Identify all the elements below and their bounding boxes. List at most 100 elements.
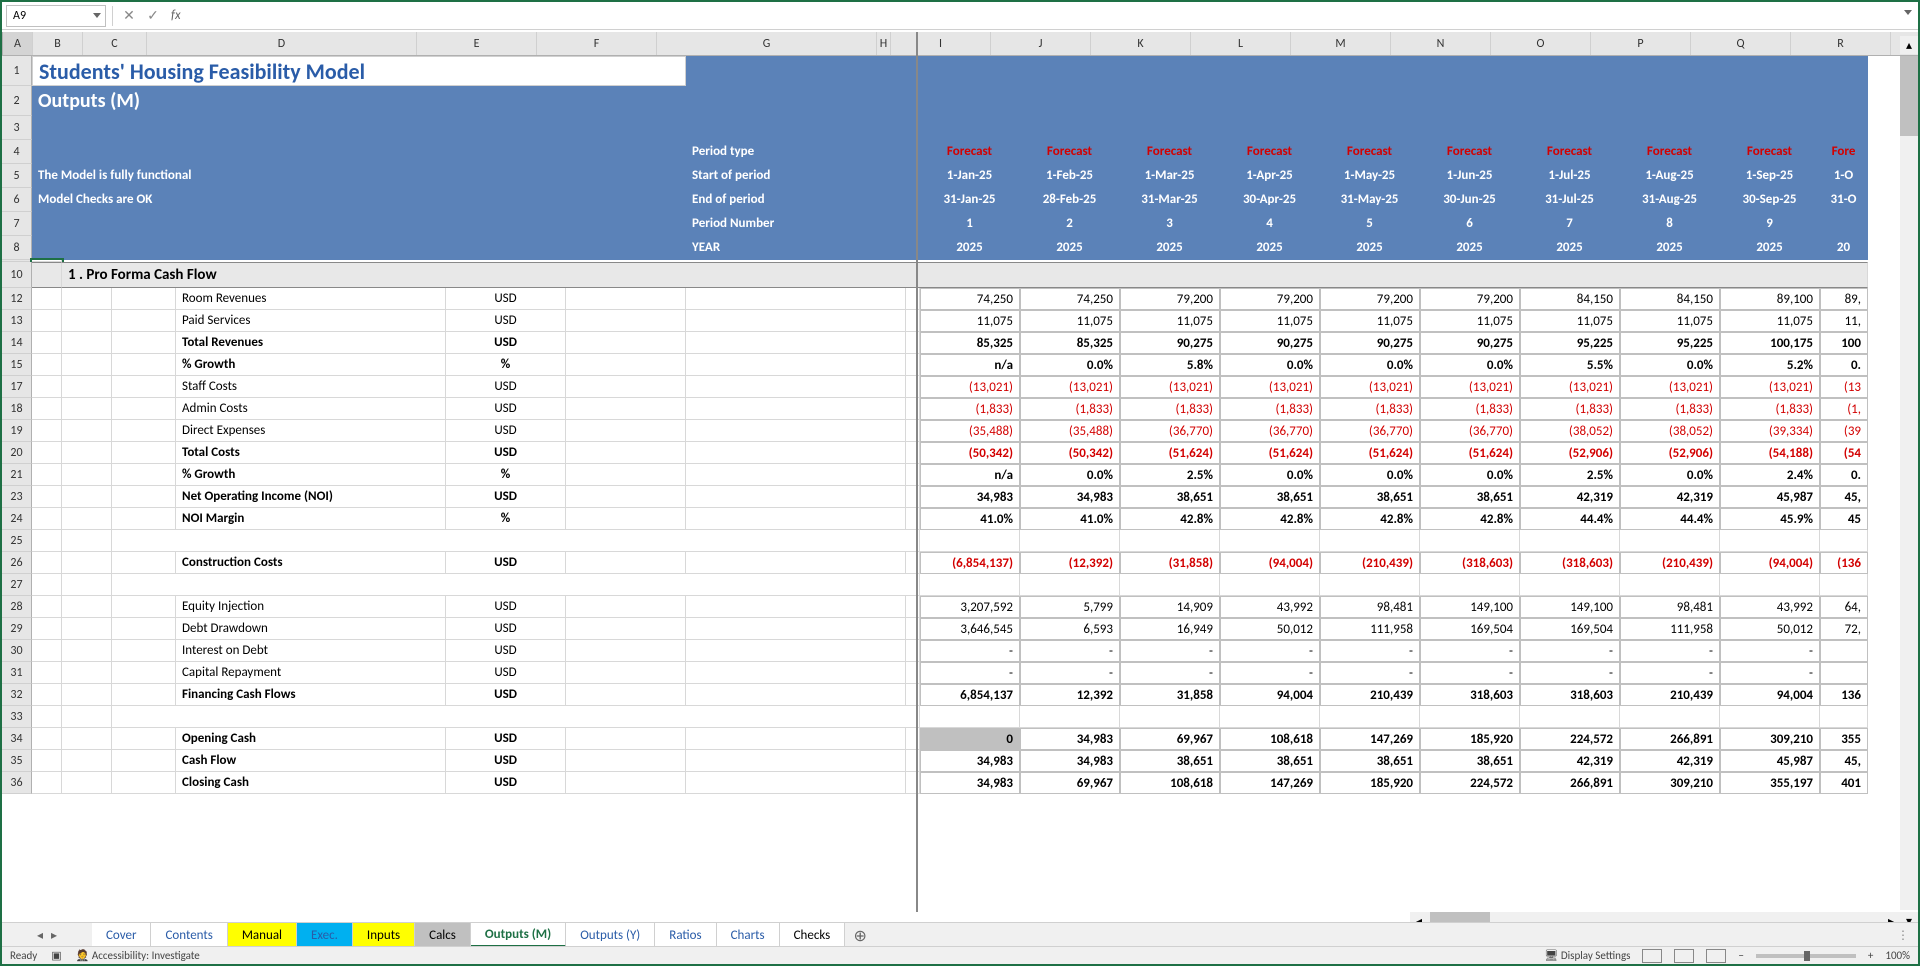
data-value[interactable]: (318,603) bbox=[1420, 552, 1520, 574]
data-value[interactable]: 90,275 bbox=[1120, 332, 1220, 354]
cell[interactable] bbox=[32, 376, 62, 398]
data-value[interactable]: 147,269 bbox=[1320, 728, 1420, 750]
cell[interactable] bbox=[1620, 56, 1720, 86]
cell[interactable] bbox=[1420, 86, 1520, 116]
cell[interactable] bbox=[686, 750, 906, 772]
cell[interactable] bbox=[566, 486, 686, 508]
data-value[interactable]: 95,225 bbox=[1620, 332, 1720, 354]
line-label[interactable]: Direct Expenses bbox=[176, 420, 446, 442]
data-value[interactable]: 11,075 bbox=[920, 310, 1020, 332]
line-label[interactable]: % Growth bbox=[176, 464, 446, 486]
sheet-tab-charts[interactable]: Charts bbox=[717, 923, 780, 948]
cell[interactable] bbox=[1520, 574, 1620, 596]
row-header-6[interactable]: 6 bbox=[2, 188, 32, 212]
data-value[interactable]: (13,021) bbox=[1620, 376, 1720, 398]
data-value[interactable]: (35,488) bbox=[920, 420, 1020, 442]
data-value[interactable]: 6,593 bbox=[1020, 618, 1120, 640]
data-value[interactable]: (36,770) bbox=[1320, 420, 1420, 442]
cell[interactable] bbox=[1720, 86, 1820, 116]
row-header-32[interactable]: 32 bbox=[2, 684, 32, 706]
zoom-slider[interactable] bbox=[1756, 954, 1856, 958]
cell[interactable] bbox=[1020, 574, 1120, 596]
cell[interactable] bbox=[686, 772, 906, 794]
line-unit[interactable]: USD bbox=[446, 332, 566, 354]
row-header-34[interactable]: 34 bbox=[2, 728, 32, 750]
line-unit[interactable]: USD bbox=[446, 640, 566, 662]
data-value[interactable]: 45.9% bbox=[1720, 508, 1820, 530]
period-value[interactable]: 1-Jul-25 bbox=[1520, 164, 1620, 188]
cell[interactable] bbox=[1320, 116, 1420, 140]
col-header-R[interactable]: R bbox=[1791, 32, 1891, 55]
cell[interactable] bbox=[566, 728, 686, 750]
fx-icon[interactable]: fx bbox=[167, 8, 185, 23]
line-unit[interactable]: USD bbox=[446, 728, 566, 750]
cell[interactable] bbox=[686, 508, 906, 530]
data-value[interactable]: 0. bbox=[1820, 354, 1868, 376]
data-value[interactable]: 185,920 bbox=[1420, 728, 1520, 750]
line-unit[interactable]: USD bbox=[446, 376, 566, 398]
cell[interactable] bbox=[112, 486, 176, 508]
line-label[interactable]: Equity Injection bbox=[176, 596, 446, 618]
line-unit[interactable]: USD bbox=[446, 420, 566, 442]
cell[interactable] bbox=[62, 574, 112, 596]
cell[interactable] bbox=[32, 530, 62, 552]
line-label[interactable]: Staff Costs bbox=[176, 376, 446, 398]
period-value[interactable]: Forecast bbox=[1120, 140, 1220, 164]
namebox-dropdown-icon[interactable] bbox=[93, 13, 101, 18]
col-header-P[interactable]: P bbox=[1591, 32, 1691, 55]
sheet-tab-outputsy[interactable]: Outputs (Y) bbox=[566, 923, 655, 948]
cell[interactable] bbox=[686, 464, 906, 486]
data-value[interactable]: 149,100 bbox=[1520, 596, 1620, 618]
cell[interactable] bbox=[62, 706, 112, 728]
cell[interactable] bbox=[32, 640, 62, 662]
data-value[interactable]: (13,021) bbox=[1720, 376, 1820, 398]
cell[interactable] bbox=[566, 332, 686, 354]
data-value[interactable]: - bbox=[1620, 640, 1720, 662]
cell[interactable] bbox=[32, 288, 62, 310]
row-header-10[interactable]: 10 bbox=[2, 262, 32, 288]
data-value[interactable]: (1,833) bbox=[1520, 398, 1620, 420]
row-header-23[interactable]: 23 bbox=[2, 486, 32, 508]
cell[interactable] bbox=[1520, 116, 1620, 140]
data-value[interactable]: (54 bbox=[1820, 442, 1868, 464]
cell[interactable] bbox=[1120, 116, 1220, 140]
period-value[interactable]: 2025 bbox=[1420, 236, 1520, 260]
cell[interactable] bbox=[686, 486, 906, 508]
cell[interactable] bbox=[32, 464, 62, 486]
period-value[interactable]: 31-May-25 bbox=[1320, 188, 1420, 212]
data-value[interactable]: 111,958 bbox=[1320, 618, 1420, 640]
data-value[interactable]: - bbox=[1420, 640, 1520, 662]
data-value[interactable]: - bbox=[1620, 662, 1720, 684]
cell[interactable] bbox=[112, 772, 176, 794]
data-value[interactable]: 309,210 bbox=[1720, 728, 1820, 750]
cell[interactable] bbox=[566, 354, 686, 376]
data-value[interactable]: 0.0% bbox=[1620, 354, 1720, 376]
line-label[interactable]: Admin Costs bbox=[176, 398, 446, 420]
data-value[interactable]: 44.4% bbox=[1620, 508, 1720, 530]
data-value[interactable]: (13 bbox=[1820, 376, 1868, 398]
data-value[interactable]: 5,799 bbox=[1020, 596, 1120, 618]
col-header-K[interactable]: K bbox=[1091, 32, 1191, 55]
data-value[interactable]: (1,833) bbox=[1120, 398, 1220, 420]
data-value[interactable]: 90,275 bbox=[1320, 332, 1420, 354]
col-header-Q[interactable]: Q bbox=[1691, 32, 1791, 55]
cell[interactable] bbox=[1220, 116, 1320, 140]
row-header-15[interactable]: 15 bbox=[2, 354, 32, 376]
data-value[interactable]: 72, bbox=[1820, 618, 1868, 640]
cell[interactable] bbox=[32, 262, 62, 288]
data-value[interactable]: (50,342) bbox=[1020, 442, 1120, 464]
row-header-4[interactable]: 4 bbox=[2, 140, 32, 164]
model-status[interactable]: The Model is fully functional bbox=[32, 164, 686, 188]
data-value[interactable]: (94,004) bbox=[1720, 552, 1820, 574]
period-value[interactable]: Forecast bbox=[1420, 140, 1520, 164]
col-header-D[interactable]: D bbox=[147, 32, 417, 55]
cell[interactable] bbox=[112, 530, 920, 552]
data-value[interactable]: 14,909 bbox=[1120, 596, 1220, 618]
period-label[interactable]: Period type bbox=[686, 140, 906, 164]
sheet-tab-checks[interactable]: Checks bbox=[780, 923, 846, 948]
data-value[interactable]: 44.4% bbox=[1520, 508, 1620, 530]
enter-icon[interactable]: ✓ bbox=[143, 6, 163, 26]
period-value[interactable]: Forecast bbox=[1620, 140, 1720, 164]
data-value[interactable]: 11,075 bbox=[1620, 310, 1720, 332]
data-value[interactable]: 34,983 bbox=[1020, 750, 1120, 772]
